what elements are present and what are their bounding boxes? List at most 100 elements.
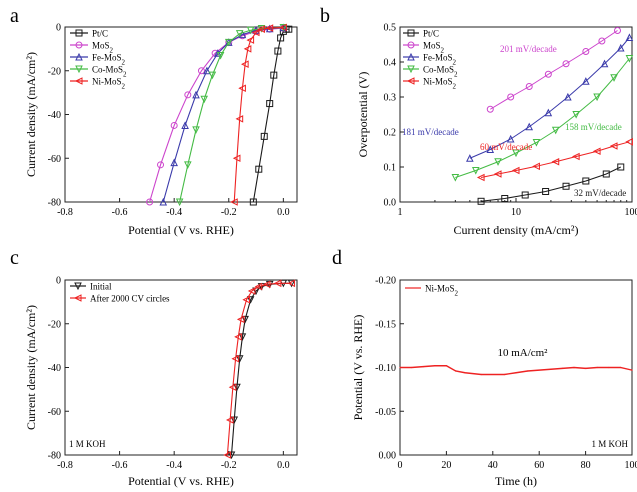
b-data-point [494,158,502,166]
d-y-tick-label: -0.05 [375,407,396,418]
a-y-tick-label: -60 [48,154,61,165]
b-data-point [532,162,540,171]
b-data-point [614,27,622,34]
c-y-tick-label: -60 [48,407,61,418]
b-data-point [582,48,590,55]
d-x-tick-label: 100 [625,460,637,471]
b-data-point [598,37,606,45]
b-tafel-annotation-0: 201 mV/decade [500,44,557,54]
d-x-tick-label: 40 [488,460,498,471]
a-data-point [157,161,165,169]
b-fit-line [469,37,630,159]
d-x-axis-label: Time (h) [495,474,537,488]
panel-d: 0 20 40 60 80 100 -0.20 -0.15 -0.10 -0.05 0.00 Time… [351,276,637,489]
b-data-point [451,174,460,182]
d-legend-item-0-label: Ni-MoS2 [425,284,459,298]
a-data-point [251,28,260,37]
b-data-point [610,74,618,82]
d-data-point [596,366,598,369]
c-series-1 [223,279,296,459]
b-data-point [544,70,552,78]
a-data-point [279,23,287,32]
b-y-tick-label: 0.4 [384,58,397,69]
b-y-tick-label: 0.2 [384,128,397,139]
a-y-tick-label: -40 [48,110,61,121]
d-series-0 [399,365,633,376]
c-data-point [234,333,242,341]
b-data-point [476,173,485,182]
b-data-point [486,105,494,113]
d-data-point [561,367,564,369]
c-series-line [226,282,292,456]
b-data-point [511,166,520,175]
a-data-point [192,90,200,99]
b-legend-item-1-marker [407,41,415,49]
d-data-point [573,366,575,369]
b-data-point [501,195,509,202]
b-y-tick-label: 0.1 [384,163,397,174]
d-data-point [422,366,424,368]
d-electrolyte-note: 1 M KOH [591,439,628,449]
d-data-point [550,368,552,370]
a-legend-item-4-label-sub: 2 [122,83,126,91]
b-data-point [600,59,609,68]
c-data-point [228,383,237,391]
c-plot-frame [64,279,298,456]
c-data-point [231,354,240,363]
b-data-point [521,191,529,199]
c-data-point [273,279,282,288]
a-data-point [181,121,189,129]
a-x-tick-label: -0.8 [57,207,73,218]
a-y-axis-label: Current density (mA/cm²) [24,52,38,177]
c-series-0 [227,279,296,460]
b-legend-item-4-label-sub: 2 [453,83,457,91]
a-x-tick-label: 0.0 [277,207,290,218]
c-x-axis-label: Potential (V vs. RHE) [128,474,234,488]
b-y-tick-label: 0.3 [384,93,397,104]
b-x-tick-label: 10 [511,207,521,218]
panel-letter-d: d [332,247,342,269]
b-data-point [486,145,495,153]
a-y-tick-label: -80 [48,198,61,209]
c-legend-item-1-label: After 2000 CV circles [90,294,170,304]
b-data-point [564,92,572,101]
c-data-point [242,295,251,304]
d-data-point [515,372,517,374]
a-data-point [246,36,255,44]
a-y-tick-label: -20 [48,66,61,77]
a-x-axis-label: Potential (V vs. RHE) [128,223,234,237]
b-data-point [525,122,534,131]
c-x-tick-label: -0.4 [166,460,182,471]
b-data-point [532,139,541,147]
c-series-line [230,282,292,456]
a-data-point [277,34,285,42]
panel-b: 1 10 100 0.0 0.1 0.2 0.3 0.4 0.5 Current density … [356,23,637,238]
b-series-0 [477,163,625,205]
c-y-tick-label: -20 [48,319,61,330]
b-legend-item-0-label: Pt/C [423,29,439,39]
b-tafel-annotation-3: 60 mV/decade [480,142,532,152]
a-x-tick-label: -0.4 [166,207,182,218]
a-series-line [252,28,289,203]
a-data-point [260,132,268,140]
b-data-point [582,177,590,185]
a-data-point [216,51,225,60]
a-legend-item-1-marker [75,41,83,49]
b-data-point [471,167,480,175]
a-data-point [214,49,222,57]
c-legend-item-1-marker [73,294,82,302]
b-y-tick-label: 0.5 [384,23,397,34]
a-data-point [208,71,217,80]
b-x-axis-label: Current density (mA/cm²) [454,223,579,237]
d-data-point [619,366,622,369]
b-data-point [562,182,570,190]
a-data-point [159,197,168,206]
d-legend-item-0-label-sub: 2 [455,290,459,298]
b-y-tick-label: 0.0 [384,198,397,209]
d-x-tick-label: 80 [581,460,591,471]
a-data-point [232,154,241,163]
d-data-point [480,373,482,376]
b-data-point [477,197,485,205]
a-legend-item-0-marker [75,29,83,37]
b-tafel-annotation-4: 32 mV/decade [574,188,626,198]
